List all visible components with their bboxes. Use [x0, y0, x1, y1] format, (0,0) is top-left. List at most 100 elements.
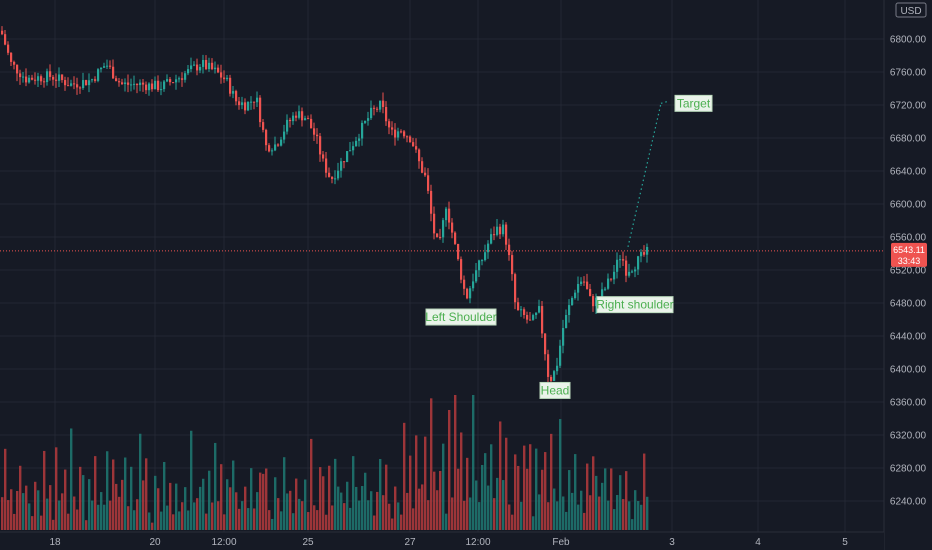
volume-bar [364, 472, 367, 530]
volume-bar [208, 470, 211, 530]
volume-bar [508, 504, 511, 530]
volume-bar [523, 445, 526, 530]
candle-body [472, 281, 475, 289]
volume-bar [4, 448, 7, 530]
candle-body [154, 80, 157, 90]
candle-body [400, 131, 403, 133]
volume-bar [400, 514, 403, 530]
currency-badge[interactable]: USD [895, 2, 927, 18]
candle-body [481, 260, 484, 262]
volume-bar [646, 496, 649, 530]
volume-bar [601, 482, 604, 530]
candle-body [136, 83, 139, 86]
volume-bar [214, 442, 217, 530]
volume-bar [619, 475, 622, 530]
candle-body [541, 306, 544, 334]
volume-bar [181, 502, 184, 530]
candle-body [259, 97, 262, 123]
candle-body [19, 73, 22, 78]
candle-body [235, 91, 238, 102]
candle-body [457, 243, 460, 260]
volume-bar [586, 463, 589, 530]
volume-bar [595, 475, 598, 530]
candle-body [544, 333, 547, 355]
volume-bar [577, 504, 580, 530]
candle-body [286, 119, 289, 132]
volume-bar [469, 497, 472, 530]
candle-body [217, 67, 220, 73]
volume-bar [553, 488, 556, 530]
volume-bar [484, 453, 487, 530]
candle-body [346, 151, 349, 163]
volume-bar [295, 478, 298, 530]
candle-body [436, 233, 439, 237]
volume-bar [559, 419, 562, 530]
volume-bar [211, 502, 214, 530]
volume-bar [187, 510, 190, 530]
annotation-label-bg [539, 381, 571, 399]
candle-body [187, 69, 190, 74]
candle-body [94, 79, 97, 81]
candle-body [184, 73, 187, 80]
candle-body [256, 97, 259, 103]
price-tick-label: 6240.00 [890, 497, 927, 508]
volume-bar [133, 510, 136, 530]
volume-bar [49, 485, 52, 530]
candle-body [313, 128, 316, 135]
volume-bar [448, 409, 451, 530]
candle-body [130, 84, 133, 86]
volume-bar [229, 487, 232, 530]
candle-body [421, 161, 424, 173]
candle-body [199, 66, 202, 71]
volume-bar [175, 483, 178, 530]
volume-bar [505, 437, 508, 530]
volume-bar [262, 473, 265, 530]
candle-body [370, 107, 373, 119]
time-tick-label: 25 [302, 537, 314, 548]
volume-bar [535, 448, 538, 530]
candle-body [466, 288, 469, 299]
volume-bar [616, 495, 619, 530]
candle-body [379, 100, 382, 110]
candle-body [139, 82, 142, 86]
candle-body [547, 354, 550, 377]
volume-bar [286, 493, 289, 530]
currency-badge-box [895, 2, 927, 18]
candle-body [64, 80, 67, 86]
volume-bar [565, 511, 568, 530]
volume-bar [598, 496, 601, 530]
volume-bar [397, 502, 400, 530]
candle-body [310, 118, 313, 129]
candle-body [397, 131, 400, 138]
candle-body [106, 65, 109, 67]
time-axis-panel[interactable] [0, 532, 884, 550]
candle-body [115, 78, 118, 82]
candle-body [178, 78, 181, 80]
volume-bar [235, 492, 238, 530]
currency-label: USD [900, 6, 921, 17]
volume-bar [79, 466, 82, 530]
price-tick-label: 6280.00 [890, 464, 927, 475]
volume-bar [241, 501, 244, 530]
projection-line [627, 103, 662, 248]
volume-bar [412, 508, 415, 530]
price-axis-panel[interactable] [884, 0, 932, 536]
volume-bar [88, 479, 91, 530]
candle-body [220, 72, 223, 78]
candle-body [58, 74, 61, 81]
volume-bar [19, 465, 22, 530]
volume-bar [115, 483, 118, 530]
price-tick-label: 6720.00 [890, 101, 927, 112]
candle-body [448, 208, 451, 223]
price-tick-label: 6400.00 [890, 365, 927, 376]
volume-bar [451, 497, 454, 530]
candle-body [568, 305, 571, 316]
volume-bar [112, 459, 115, 530]
candle-body [10, 52, 13, 62]
volume-bar [442, 443, 445, 530]
price-tick-label: 6680.00 [890, 134, 927, 145]
candle-body [589, 288, 592, 297]
volume-bar [73, 496, 76, 530]
candle-body [406, 136, 409, 138]
